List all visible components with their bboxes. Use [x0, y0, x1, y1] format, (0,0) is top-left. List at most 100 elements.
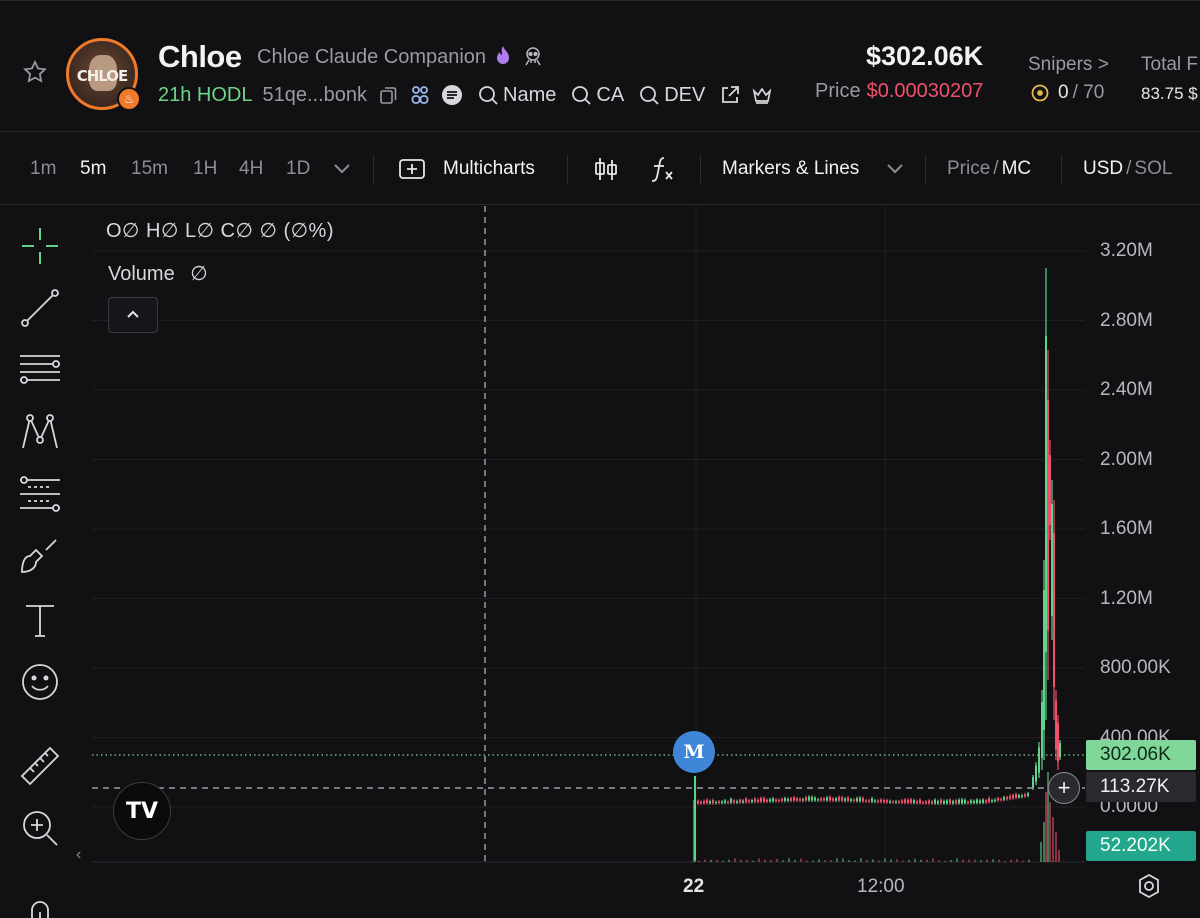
candle — [994, 799, 996, 802]
lock-icon[interactable] — [18, 892, 62, 918]
candle — [856, 798, 858, 802]
text-tool-icon[interactable] — [18, 598, 62, 642]
candle — [850, 799, 852, 802]
candle — [871, 798, 873, 802]
star-icon[interactable] — [22, 59, 48, 85]
volume-bar — [734, 858, 736, 862]
migration-marker[interactable]: M — [673, 731, 715, 773]
brush-icon[interactable] — [18, 534, 62, 578]
chart-settings-icon[interactable] — [1136, 873, 1162, 899]
indicators-fx-icon[interactable] — [648, 155, 676, 183]
candle — [997, 798, 999, 801]
interval-5m[interactable]: 5m — [80, 158, 107, 179]
search-ca-link[interactable]: CA — [570, 84, 624, 107]
interval-15m[interactable]: 15m — [131, 158, 168, 179]
candle — [913, 800, 915, 804]
add-chart-icon[interactable] — [398, 155, 426, 183]
crown-icon[interactable] — [751, 84, 773, 106]
candle — [865, 800, 867, 802]
candle — [724, 800, 726, 803]
contract-address[interactable]: 51qe...bonk — [262, 83, 368, 106]
search-name-link[interactable]: Name — [477, 84, 556, 107]
candle — [829, 796, 831, 801]
feed-icon[interactable] — [441, 84, 463, 106]
price-option[interactable]: Price — [947, 158, 991, 179]
external-link-icon[interactable] — [719, 84, 741, 106]
volume-bar — [764, 859, 766, 862]
currency-toggle[interactable]: USD / SOL — [1083, 158, 1172, 180]
volume-bar — [1010, 859, 1012, 862]
market-cap: $302.06K — [866, 41, 984, 71]
token-avatar[interactable]: CHLOE — [66, 38, 138, 110]
candle — [946, 800, 948, 804]
candle — [904, 799, 906, 803]
candle — [1035, 765, 1037, 782]
candle — [802, 799, 804, 801]
current-value-tag: 302.06K — [1086, 740, 1196, 770]
crosshair-icon[interactable] — [18, 224, 62, 268]
volume-bar — [956, 858, 958, 862]
candle — [1041, 702, 1043, 758]
add-alert-button[interactable]: + — [1048, 772, 1080, 804]
candle — [739, 799, 741, 803]
candle — [1018, 795, 1020, 798]
candle — [925, 801, 927, 804]
candle — [862, 797, 864, 802]
chevron-down-icon[interactable] — [330, 156, 354, 180]
markers-lines-dropdown[interactable]: Markers & Lines — [722, 158, 860, 179]
zoom-in-icon[interactable] — [18, 806, 62, 850]
candle — [1015, 794, 1017, 798]
search-icon — [572, 86, 592, 105]
fib-retracement-icon[interactable] — [18, 472, 62, 516]
interval-1m[interactable]: 1m — [30, 158, 57, 179]
multicharts-button[interactable]: Multicharts — [443, 158, 535, 179]
emoji-icon[interactable] — [18, 660, 62, 704]
collapse-legend-button[interactable] — [108, 297, 158, 333]
volume-bar — [752, 860, 754, 862]
interval-1d[interactable]: 1D — [286, 158, 311, 179]
trend-line-icon[interactable] — [18, 286, 62, 330]
snipers-link[interactable]: Snipers > — [1028, 54, 1109, 75]
volume-bar — [962, 859, 964, 862]
y-tick-label: 2.00M — [1100, 448, 1153, 470]
volume-bar — [860, 858, 862, 862]
chevron-down-icon[interactable] — [883, 156, 907, 180]
price-mc-toggle[interactable]: Price / MC — [947, 158, 1031, 180]
usd-option[interactable]: USD — [1083, 158, 1124, 179]
interval-4h[interactable]: 4H — [239, 158, 264, 179]
volume-bar — [926, 859, 928, 862]
price-chart[interactable] — [92, 206, 1200, 918]
ruler-icon[interactable] — [18, 744, 62, 788]
candle — [928, 800, 930, 804]
candle — [763, 797, 765, 802]
parallel-lines-icon[interactable] — [18, 348, 62, 392]
tradingview-logo-icon[interactable]: TV — [113, 782, 171, 840]
mc-option[interactable]: MC — [1001, 158, 1032, 179]
search-dev-link[interactable]: DEV — [638, 84, 705, 107]
chart-lines — [92, 206, 1085, 862]
candle — [952, 801, 954, 804]
candle — [832, 798, 834, 801]
x-tick-label: 12:00 — [857, 876, 905, 897]
snipers-value: 0/ 70 — [1030, 82, 1104, 104]
community-icon[interactable] — [409, 84, 431, 106]
volume-bar — [794, 859, 796, 862]
toolbar-divider — [925, 155, 926, 183]
candle — [817, 799, 819, 801]
candle — [940, 799, 942, 804]
volume-bar — [818, 859, 820, 862]
candle — [793, 797, 795, 801]
candle — [706, 799, 708, 804]
candle — [808, 796, 810, 801]
copy-icon[interactable] — [377, 84, 399, 106]
candle — [718, 801, 720, 804]
flame-icon — [497, 46, 509, 64]
collapse-toolbar-arrow-icon[interactable]: ‹ — [76, 846, 82, 863]
interval-1h[interactable]: 1H — [193, 158, 218, 179]
sol-option[interactable]: SOL — [1134, 158, 1173, 179]
candle-type-icon[interactable] — [592, 155, 620, 183]
volume-bar — [920, 859, 922, 862]
candle — [883, 800, 885, 803]
crosshair-value-tag: 113.27K — [1086, 772, 1196, 802]
pattern-icon[interactable] — [18, 410, 62, 454]
